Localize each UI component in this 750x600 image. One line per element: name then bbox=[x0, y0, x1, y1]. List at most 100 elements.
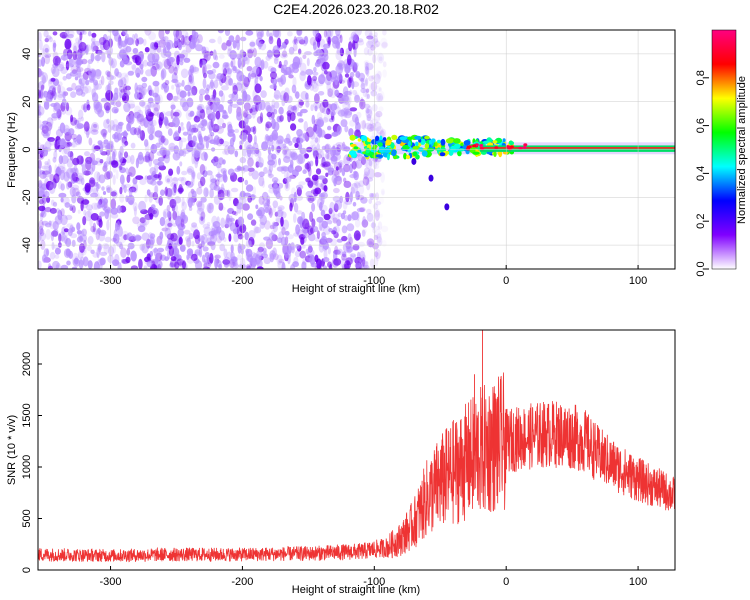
noise-speck bbox=[357, 40, 365, 46]
noise-speck bbox=[181, 150, 187, 157]
noise-speck bbox=[184, 84, 192, 92]
noise-speck bbox=[176, 165, 181, 175]
noise-speck bbox=[76, 63, 80, 69]
noise-speck bbox=[70, 91, 77, 98]
noise-speck bbox=[222, 122, 226, 129]
noise-speck bbox=[272, 30, 280, 38]
transition-blob bbox=[498, 150, 503, 158]
noise-speck bbox=[187, 128, 194, 136]
noise-speck bbox=[189, 39, 196, 50]
noise-speck bbox=[307, 195, 315, 204]
noise-speck bbox=[45, 180, 54, 191]
signal-blob bbox=[479, 144, 484, 148]
noise-speck bbox=[313, 43, 321, 53]
noise-speck bbox=[173, 30, 180, 38]
noise-speck bbox=[108, 57, 114, 66]
noise-speck bbox=[192, 135, 197, 143]
noise-speck bbox=[375, 159, 380, 166]
noise-speck bbox=[375, 92, 384, 102]
noise-speck bbox=[99, 251, 108, 256]
noise-speck bbox=[151, 63, 160, 70]
noise-speck bbox=[215, 173, 223, 178]
noise-speck bbox=[86, 104, 91, 111]
noise-speck bbox=[381, 42, 389, 48]
noise-speck bbox=[152, 210, 157, 215]
noise-speck bbox=[360, 120, 366, 130]
noise-speck bbox=[180, 216, 188, 222]
noise-speck bbox=[41, 123, 47, 129]
noise-speck bbox=[38, 199, 44, 205]
noise-speck bbox=[38, 260, 42, 269]
noise-speck bbox=[188, 112, 194, 118]
noise-speck bbox=[293, 202, 299, 213]
noise-speck bbox=[101, 128, 107, 138]
signal-blob bbox=[472, 144, 477, 148]
noise-speck bbox=[94, 54, 102, 62]
noise-speck bbox=[357, 241, 366, 248]
transition-blob bbox=[437, 139, 441, 144]
noise-speck bbox=[366, 208, 372, 215]
noise-speck bbox=[352, 201, 357, 207]
noise-speck bbox=[282, 143, 287, 149]
noise-speck bbox=[373, 114, 377, 121]
noise-speck bbox=[236, 111, 243, 121]
noise-speck bbox=[83, 121, 90, 132]
noise-speck bbox=[76, 155, 84, 165]
noise-speck bbox=[295, 61, 302, 68]
noise-speck bbox=[65, 60, 70, 71]
noise-speck bbox=[375, 126, 379, 134]
noise-speck bbox=[331, 151, 339, 163]
noise-speck bbox=[203, 72, 207, 79]
noise-speck bbox=[333, 177, 337, 187]
noise-speck bbox=[296, 187, 302, 197]
snr-series-line bbox=[38, 372, 675, 563]
noise-speck bbox=[239, 140, 243, 146]
noise-speck bbox=[128, 103, 136, 109]
noise-speck bbox=[130, 142, 136, 149]
noise-speck bbox=[133, 111, 141, 119]
noise-speck bbox=[244, 94, 251, 102]
noise-speck bbox=[42, 75, 46, 84]
colorbar: 0.00.20.40.60.8 Normalized spectral ampl… bbox=[695, 29, 748, 277]
noise-speck bbox=[60, 208, 65, 217]
noise-speck bbox=[236, 53, 243, 60]
noise-speck bbox=[186, 248, 194, 256]
noise-speck bbox=[342, 251, 347, 258]
x-tick-label: -300 bbox=[100, 275, 122, 287]
noise-speck bbox=[131, 64, 137, 70]
noise-speck bbox=[276, 78, 283, 83]
noise-speck bbox=[378, 106, 384, 112]
noise-speck bbox=[139, 100, 146, 107]
noise-speck bbox=[164, 218, 172, 230]
noise-speck bbox=[296, 112, 302, 117]
noise-speck bbox=[369, 119, 374, 131]
noise-speck bbox=[341, 167, 346, 177]
noise-speck bbox=[117, 38, 123, 49]
noise-speck bbox=[86, 245, 92, 252]
noise-speck bbox=[310, 139, 317, 146]
noise-speck bbox=[101, 51, 106, 63]
noise-speck bbox=[152, 47, 159, 52]
noise-speck bbox=[50, 85, 58, 90]
noise-speck bbox=[121, 258, 127, 264]
noise-speck bbox=[271, 234, 278, 242]
noise-speck bbox=[170, 104, 176, 110]
noise-speck bbox=[166, 233, 175, 240]
colorbar-tick-label: 0.2 bbox=[695, 214, 707, 229]
noise-speck bbox=[312, 75, 318, 82]
noise-speck bbox=[286, 234, 294, 240]
noise-speck bbox=[310, 262, 318, 268]
noise-speck bbox=[382, 69, 387, 78]
colorbar-ticks: 0.00.20.40.60.8 bbox=[695, 70, 709, 277]
noise-speck bbox=[100, 75, 105, 86]
noise-speck bbox=[53, 173, 60, 184]
noise-speck bbox=[348, 128, 354, 137]
noise-speck bbox=[312, 150, 319, 160]
noise-speck bbox=[90, 249, 95, 254]
noise-speck bbox=[237, 216, 245, 226]
noise-speck bbox=[164, 228, 171, 238]
noise-speck bbox=[359, 256, 367, 268]
transition-blob bbox=[472, 151, 480, 155]
noise-speck bbox=[87, 235, 94, 245]
noise-speck bbox=[45, 126, 49, 137]
